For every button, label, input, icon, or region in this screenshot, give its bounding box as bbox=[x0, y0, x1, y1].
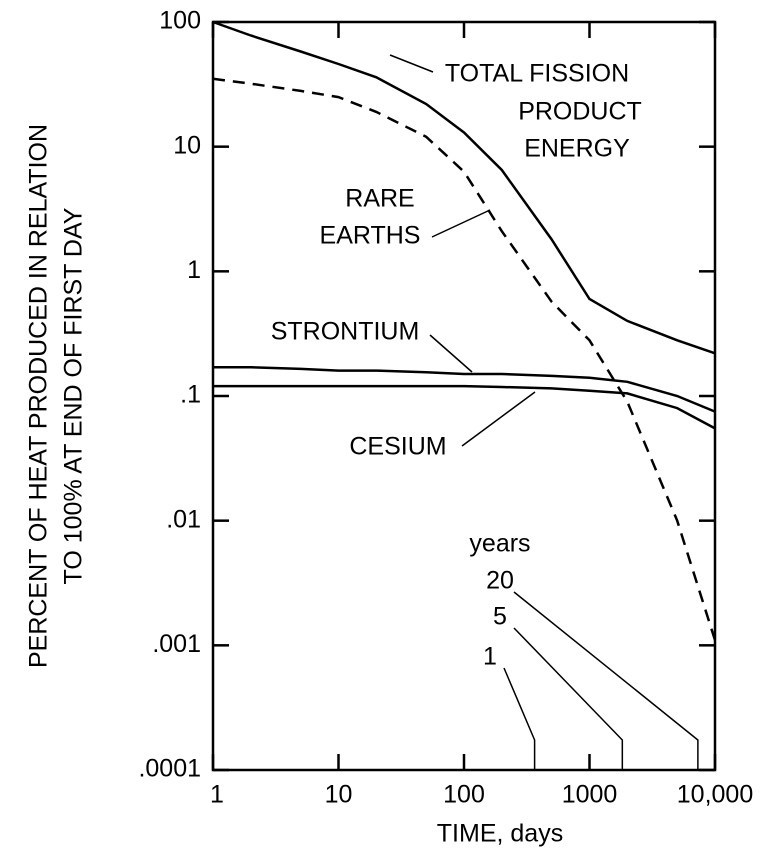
y-tick-label: 100 bbox=[159, 7, 201, 35]
curve-label: CESIUM bbox=[349, 433, 446, 461]
y-tick-label: .1 bbox=[180, 381, 201, 409]
y-tick-label: 10 bbox=[173, 131, 201, 159]
year-marker bbox=[513, 591, 699, 770]
y-axis-label: PERCENT OF HEAT PRODUCED IN RELATION bbox=[25, 124, 53, 668]
curve-label: TOTAL FISSION bbox=[445, 60, 629, 88]
year-label: 20 bbox=[486, 567, 514, 595]
leader-line bbox=[389, 54, 434, 73]
series-line bbox=[213, 366, 716, 413]
leader-line bbox=[429, 334, 473, 373]
x-tick-label: 100 bbox=[443, 781, 485, 809]
x-tick-label: 10 bbox=[325, 781, 353, 809]
curve-label: STRONTIUM bbox=[271, 318, 420, 346]
curve-label: PRODUCT bbox=[518, 98, 642, 126]
y-axis-label: TO 100% AT END OF FIRST DAY bbox=[60, 207, 88, 584]
x-tick-label: 10,000 bbox=[677, 781, 753, 809]
series-line bbox=[212, 77, 717, 641]
x-tick-label: 1 bbox=[210, 781, 224, 809]
year-label: 5 bbox=[493, 603, 507, 631]
curve-label: RARE bbox=[345, 185, 414, 213]
leader-line bbox=[431, 209, 491, 238]
y-tick-label: .01 bbox=[166, 505, 201, 533]
y-tick-label: .0001 bbox=[138, 755, 201, 783]
y-tick-label: 1 bbox=[187, 256, 201, 284]
year-marker bbox=[513, 627, 624, 770]
x-axis-label: TIME, days bbox=[437, 820, 563, 848]
series-line bbox=[213, 384, 716, 430]
year-title: years bbox=[469, 530, 530, 558]
year-label: 1 bbox=[483, 643, 497, 671]
y-tick-label: .001 bbox=[152, 630, 201, 658]
series-line bbox=[212, 20, 716, 355]
curve-label: EARTHS bbox=[320, 222, 421, 250]
leader-line bbox=[461, 391, 536, 447]
x-tick-label: 1000 bbox=[562, 781, 618, 809]
year-marker bbox=[503, 667, 536, 770]
curve-label: ENERGY bbox=[524, 135, 630, 163]
